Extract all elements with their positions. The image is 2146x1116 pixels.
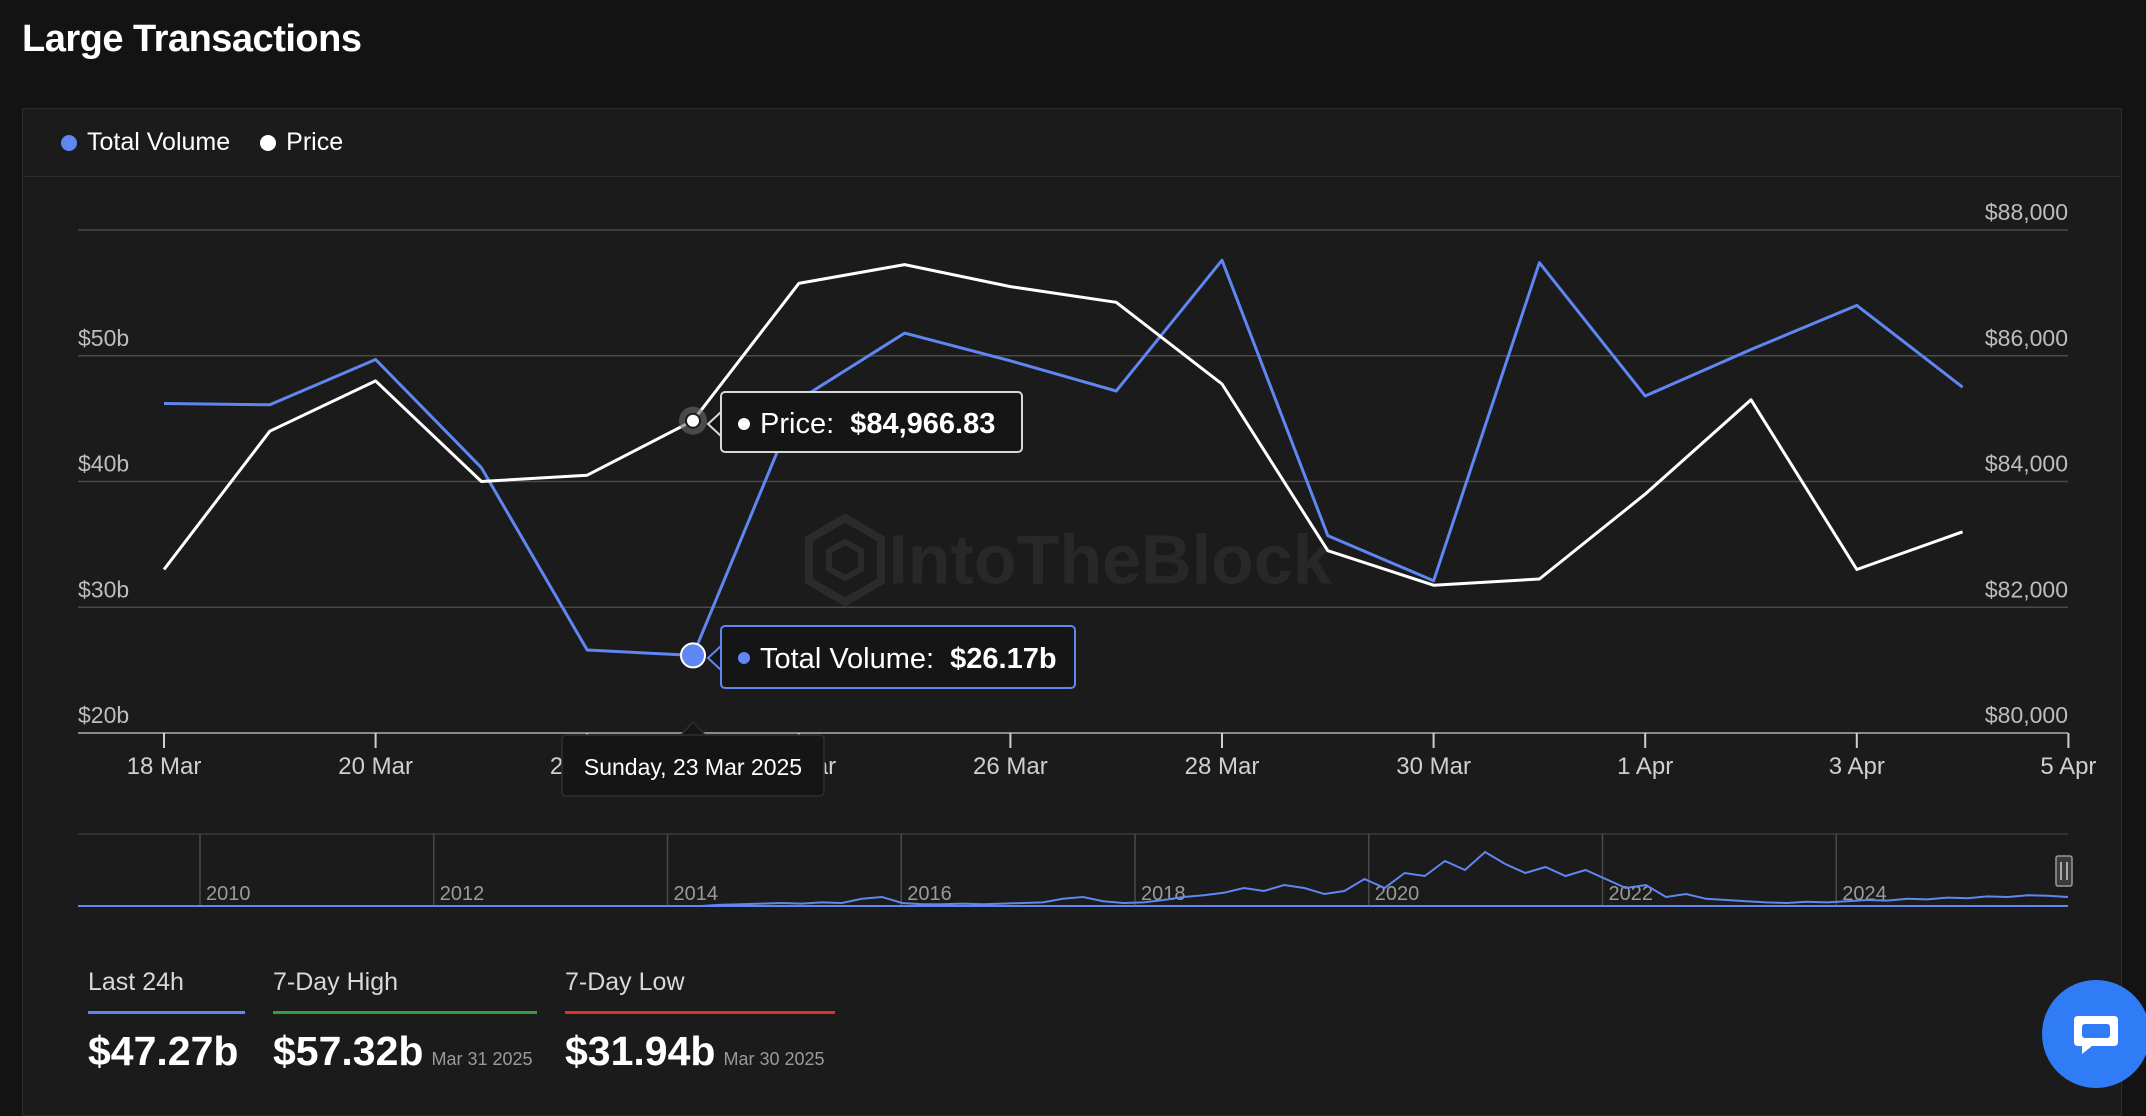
legend-label-price: Price: [286, 128, 344, 156]
stat-date: Mar 31 2025: [431, 1049, 533, 1069]
legend-dot-total-volume: [61, 134, 77, 151]
price-tooltip-pointer: [706, 411, 722, 437]
x-tick-label: 3 Apr: [1829, 753, 1885, 780]
chat-icon: [2074, 1016, 2118, 1054]
price-marker: [685, 412, 701, 429]
legend-item-total-volume[interactable]: Total Volume: [61, 128, 230, 157]
x-tick-label: 26 Mar: [973, 753, 1048, 780]
chat-button[interactable]: [2042, 980, 2146, 1088]
date-tooltip-text: Sunday, 23 Mar 2025: [584, 754, 802, 780]
y-left-tick-label: $50b: [78, 325, 129, 351]
navigator-year-label: 2016: [907, 883, 952, 905]
price-tooltip-dot: [738, 418, 750, 430]
x-tick-label: 20 Mar: [338, 753, 413, 780]
svg-text:Price: $84,966.83: Price: $84,966.83: [760, 408, 995, 440]
x-tick-label: 28 Mar: [1185, 753, 1260, 780]
date-tooltip: Sunday, 23 Mar 2025: [561, 734, 825, 797]
y-right-tick-label: $84,000: [1985, 451, 2068, 477]
legend-item-price[interactable]: Price: [260, 128, 343, 157]
legend-label-total-volume: Total Volume: [87, 128, 231, 156]
y-left-tick-label: $20b: [78, 702, 129, 728]
navigator-year-label: 2020: [1375, 883, 1420, 905]
volume-tooltip-value: $26.17b: [950, 643, 1056, 675]
navigator-year-label: 2012: [440, 883, 485, 905]
navigator-year-label: 2022: [1609, 883, 1654, 905]
stat-7-day-high: 7-Day High $57.32b Mar 31 2025: [273, 968, 537, 1075]
page-title: Large Transactions: [22, 18, 362, 60]
stat-label: 7-Day High: [273, 968, 399, 996]
stat-value: $47.27b: [88, 1028, 239, 1074]
date-tooltip-pointer: [680, 720, 706, 736]
volume-marker: [680, 642, 706, 669]
volume-tooltip-pointer: [706, 645, 722, 671]
y-right-tick-label: $80,000: [1985, 702, 2068, 728]
stat-7-day-low: 7-Day Low $31.94b Mar 30 2025: [565, 968, 835, 1075]
x-tick-label: 5 Apr: [2040, 753, 2096, 780]
navigator-year-label: 2014: [674, 883, 719, 905]
price-tooltip-label: Price:: [760, 408, 834, 440]
stat-date: Mar 30 2025: [723, 1049, 825, 1069]
navigator-year-label: 2018: [1141, 883, 1186, 905]
stat-label: 7-Day Low: [565, 968, 685, 996]
series-line-total-volume[interactable]: [163, 258, 1964, 657]
x-tick-label: 30 Mar: [1396, 753, 1471, 780]
volume-tooltip-label: Total Volume:: [760, 643, 934, 675]
range-navigator[interactable]: 2010 2012 2014 2016 2018 2020 2022 2024: [78, 833, 2073, 907]
y-right-tick-label: $82,000: [1985, 576, 2068, 602]
chart-panel: Total Volume Price: [22, 108, 2122, 1116]
series-line-price[interactable]: [162, 263, 1964, 587]
volume-tooltip: Total Volume: $26.17b: [720, 625, 1076, 689]
stats-row: Last 24h $47.27b 7-Day High $57.32b Mar …: [88, 968, 863, 1075]
y-left-tick-label: $40b: [78, 451, 129, 477]
volume-tooltip-dot: [738, 652, 750, 664]
stat-underline: [88, 1011, 245, 1014]
stat-value: $31.94b: [565, 1028, 716, 1074]
watermark-text: IntoTheBlock: [888, 520, 1331, 598]
stat-label: Last 24h: [88, 968, 184, 996]
svg-text:Total Volume: $26.17b: Total Volume: $26.17b: [760, 643, 1057, 675]
x-tick-label: 18 Mar: [127, 753, 202, 780]
x-tick-label: 1 Apr: [1617, 753, 1673, 780]
y-right-tick-label: $86,000: [1985, 325, 2068, 351]
stat-underline: [273, 1011, 537, 1014]
navigator-handle[interactable]: [2055, 855, 2073, 887]
stat-last-24h: Last 24h $47.27b: [88, 968, 245, 1075]
price-tooltip-value: $84,966.83: [850, 408, 995, 440]
stat-value: $57.32b: [273, 1028, 424, 1074]
y-left-tick-label: $30b: [78, 576, 129, 602]
watermark-logo-icon: [805, 513, 885, 607]
price-tooltip: Price: $84,966.83: [720, 391, 1023, 453]
chart-legend: Total Volume Price: [23, 109, 2121, 177]
stat-underline: [565, 1011, 835, 1014]
navigator-year-label: 2010: [206, 883, 251, 905]
navigator-series-line: [78, 850, 2069, 907]
y-right-tick-label: $88,000: [1985, 199, 2068, 225]
legend-dot-price: [260, 134, 277, 151]
